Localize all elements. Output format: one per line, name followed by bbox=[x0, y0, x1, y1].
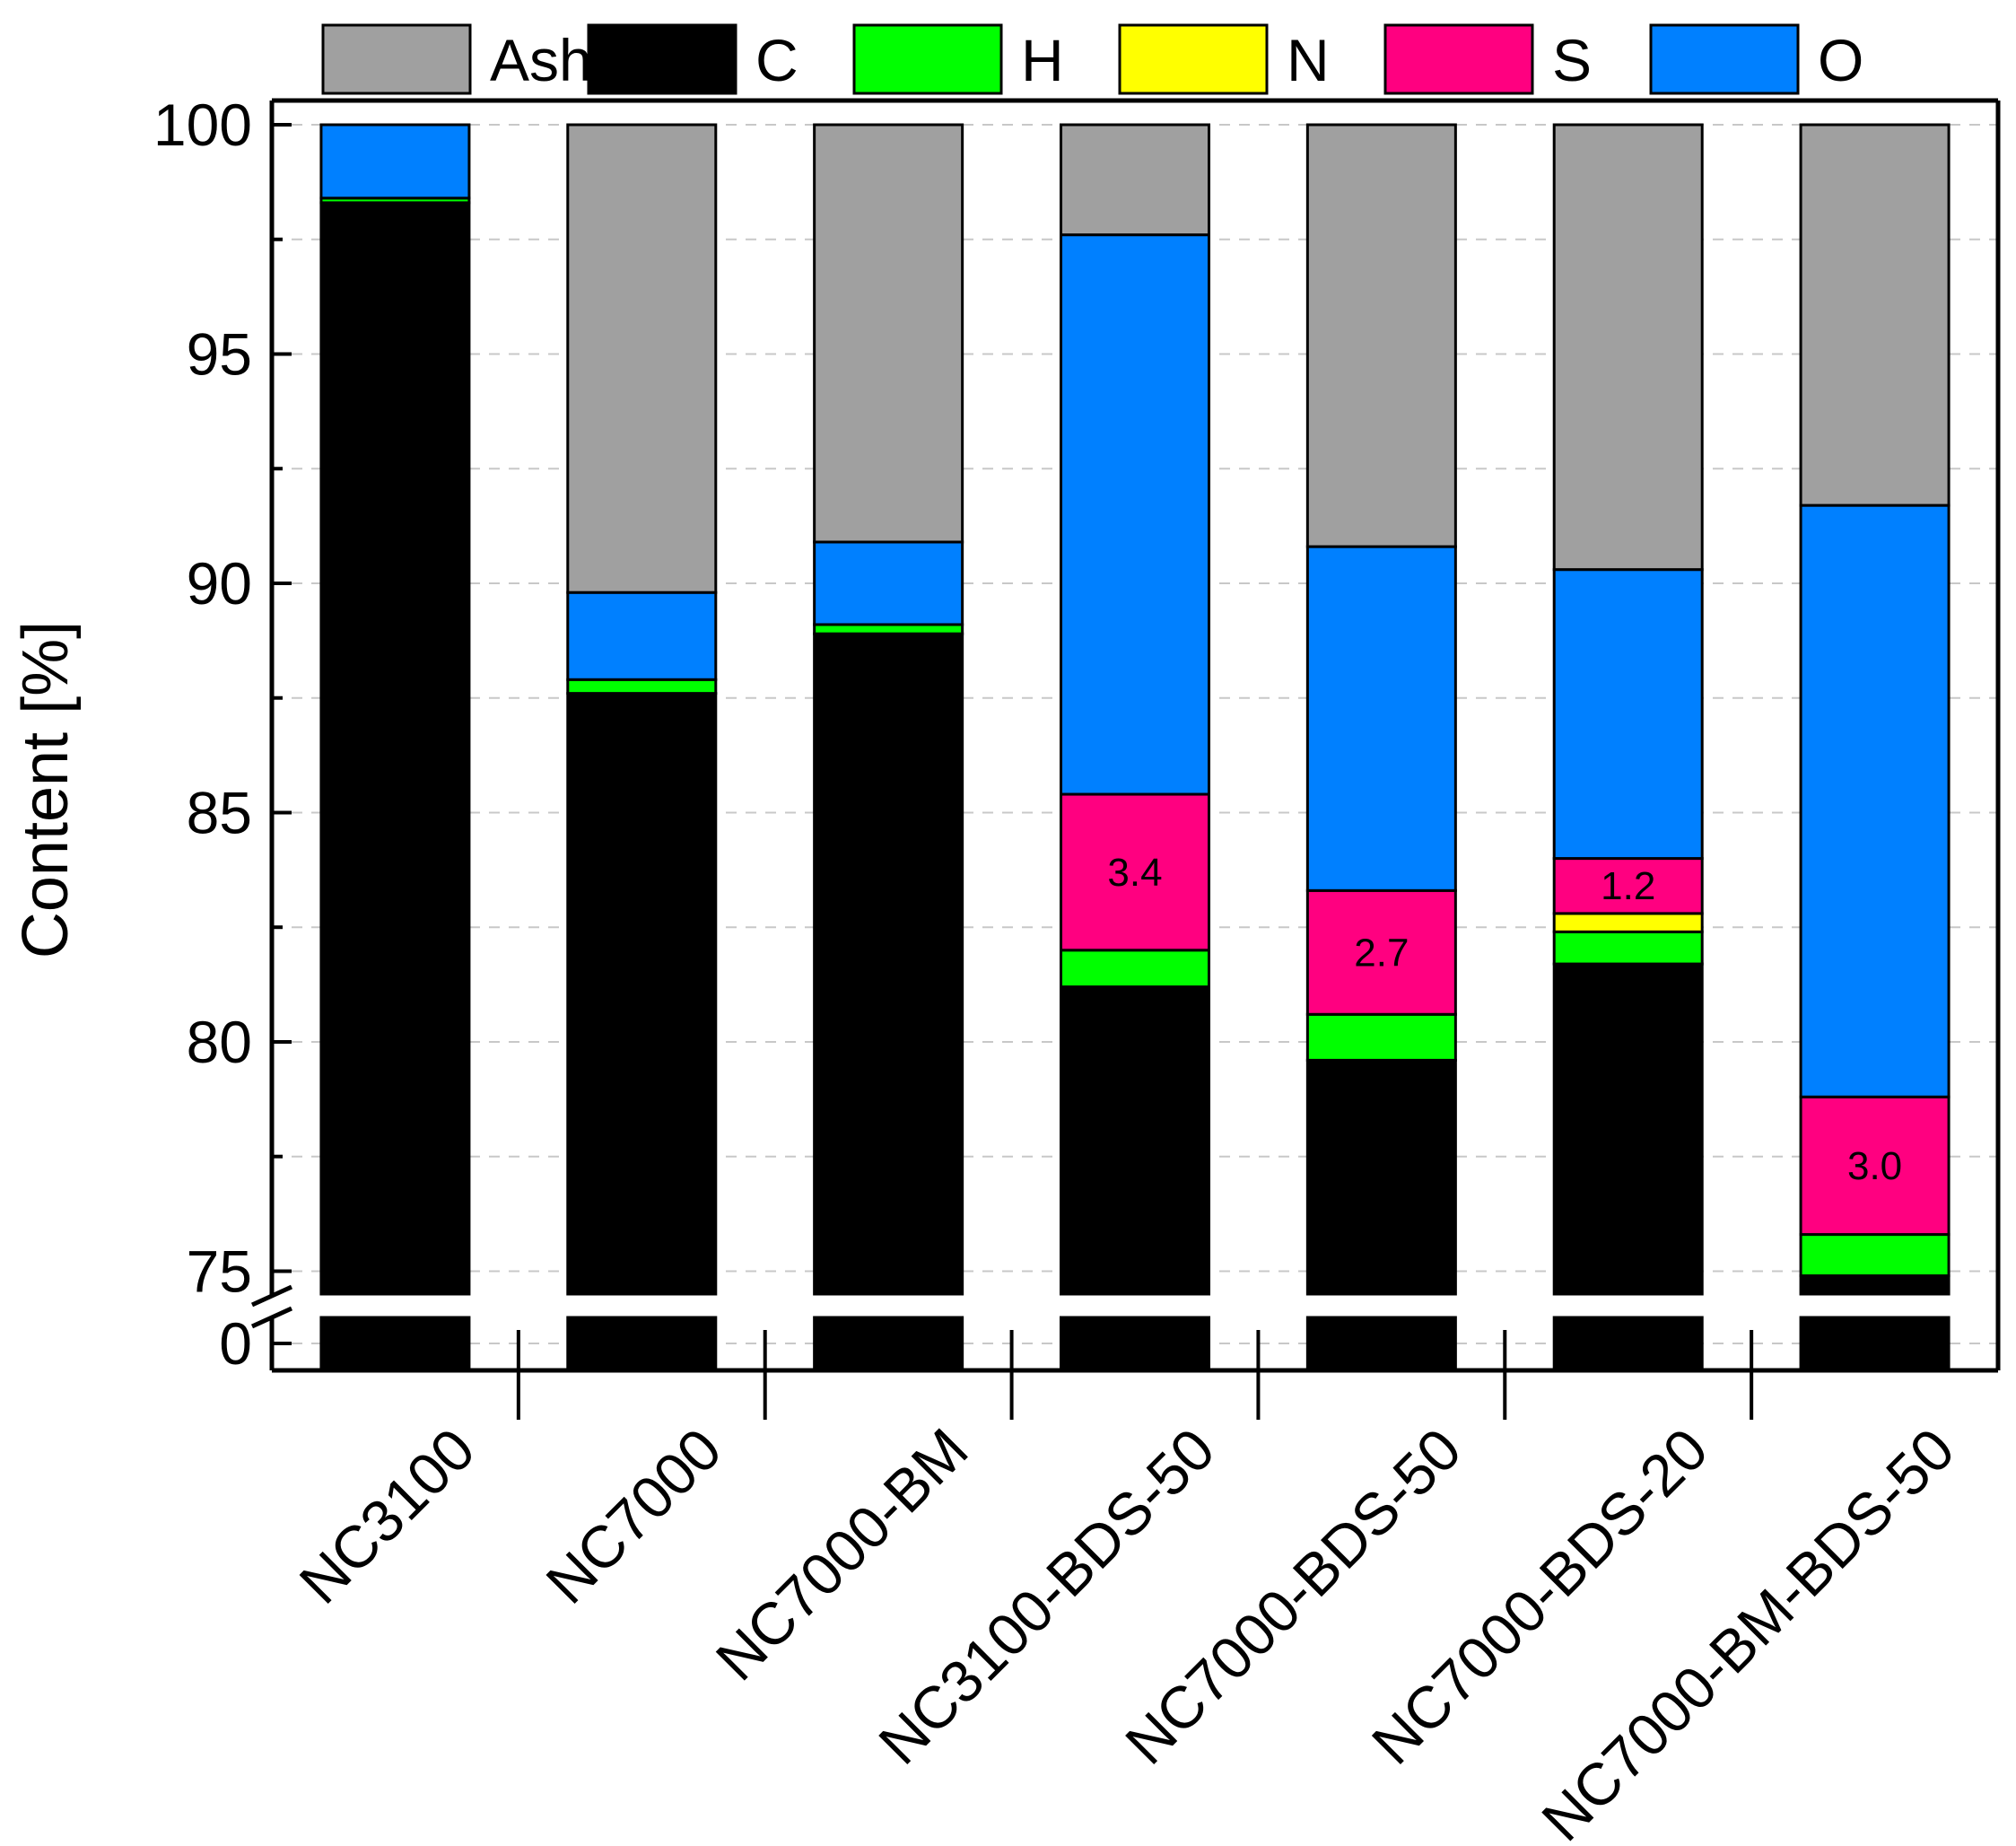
segment-c-nc7000-bds-20 bbox=[1552, 962, 1704, 1296]
segment-o-nc7000 bbox=[566, 591, 718, 681]
y-tick-label: 75 bbox=[187, 1238, 252, 1304]
y-axis: 75 80 85 90 95 100 0 bbox=[153, 92, 292, 1377]
segment-o-nc7000-bds-50 bbox=[1305, 545, 1457, 892]
legend-item-c: C bbox=[587, 23, 799, 95]
segment-s-nc3100-bds-50 bbox=[1060, 792, 1210, 952]
data-label-nc3100-bds-50: 3.4 bbox=[1107, 851, 1162, 895]
legend-label-n: N bbox=[1287, 27, 1330, 93]
segment-h-nc7000-bm bbox=[813, 623, 964, 635]
segment-c-nc7000 bbox=[566, 692, 718, 1296]
bar-nc7000-bds-20 bbox=[1552, 123, 1704, 1372]
data-labels: 3.4 2.7 1.2 3.0 bbox=[1107, 851, 1902, 1188]
segment-ash-nc3100-bds-50 bbox=[1060, 123, 1210, 237]
y-tick-label: 90 bbox=[187, 550, 252, 617]
legend-swatch-o bbox=[1649, 23, 1800, 95]
segment-o-nc7000-bm-bds-50 bbox=[1799, 503, 1951, 1098]
segment-o-nc3100-bds-50 bbox=[1060, 233, 1210, 796]
y-axis-label: Content [%] bbox=[10, 621, 82, 958]
y-tick-label: 85 bbox=[187, 779, 252, 845]
segment-c-lower-nc7000-bm-bds-50 bbox=[1799, 1316, 1951, 1372]
x-tick-label-nc7000-bm: NC7000-BM bbox=[703, 1415, 981, 1693]
segment-c-nc7000-bds-50 bbox=[1305, 1058, 1457, 1296]
axis-break-gap bbox=[254, 1299, 290, 1314]
segment-ash-nc7000-bds-20 bbox=[1552, 123, 1704, 572]
legend-swatch-s bbox=[1383, 23, 1534, 95]
segment-ash-nc7000-bm-bds-50 bbox=[1799, 123, 1951, 507]
y-tick-label: 80 bbox=[187, 1009, 252, 1075]
segment-ash-nc7000-bds-50 bbox=[1305, 123, 1457, 548]
segment-s-nc7000-bds-20 bbox=[1552, 857, 1704, 915]
legend-item-n: N bbox=[1118, 23, 1330, 95]
y-tick-label: 95 bbox=[187, 320, 252, 387]
segment-n-nc7000-bds-20 bbox=[1552, 912, 1704, 933]
segment-h-nc7000 bbox=[566, 678, 718, 696]
data-label-nc7000-bds-20: 1.2 bbox=[1601, 864, 1655, 908]
legend-item-ash: Ash bbox=[321, 23, 592, 95]
segment-c-lower-nc7000-bds-20 bbox=[1552, 1316, 1704, 1372]
axis-break-mark bbox=[250, 1306, 293, 1329]
bar-nc7000-bm-bds-50 bbox=[1799, 123, 1951, 1372]
bars bbox=[319, 123, 1951, 1372]
legend-label-o: O bbox=[1818, 27, 1863, 93]
segment-h-nc7000-bm-bds-50 bbox=[1799, 1233, 1951, 1278]
bar-nc7000 bbox=[566, 123, 718, 1372]
x-tick-label-nc3100: NC3100 bbox=[286, 1415, 487, 1616]
data-label-nc7000-bm-bds-50: 3.0 bbox=[1847, 1144, 1902, 1188]
legend-label-ash: Ash bbox=[490, 27, 592, 93]
segment-c-lower-nc3100-bds-50 bbox=[1060, 1316, 1210, 1372]
legend: Ash C H N S O bbox=[321, 23, 1863, 95]
legend-swatch-h bbox=[852, 23, 1003, 95]
segment-c-lower-nc7000 bbox=[566, 1316, 718, 1372]
segment-c-nc7000-bm bbox=[813, 632, 964, 1296]
legend-swatch-n bbox=[1118, 23, 1269, 95]
y-tick-label: 0 bbox=[219, 1310, 252, 1377]
segment-o-nc7000-bds-20 bbox=[1552, 568, 1704, 861]
legend-item-s: S bbox=[1383, 23, 1592, 95]
segment-c-nc7000-bm-bds-50 bbox=[1799, 1274, 1951, 1296]
segment-h-nc7000-bds-50 bbox=[1305, 1012, 1457, 1062]
segment-o-nc3100 bbox=[319, 123, 471, 200]
bar-nc7000-bds-50 bbox=[1305, 123, 1457, 1372]
segment-h-nc3100-bds-50 bbox=[1060, 949, 1210, 989]
bar-nc3100 bbox=[319, 123, 471, 1372]
x-axis: NC3100 NC7000NC7000-BMNC3100-BDS-50NC7000… bbox=[286, 1330, 1967, 1846]
data-label-nc7000-bds-50: 2.7 bbox=[1354, 931, 1409, 975]
bar-nc7000-bm bbox=[813, 123, 964, 1372]
segment-c-nc3100-bds-50 bbox=[1060, 985, 1210, 1296]
legend-swatch-ash bbox=[321, 23, 472, 95]
segment-s-nc7000-bm-bds-50 bbox=[1799, 1095, 1951, 1237]
legend-swatch-c bbox=[587, 23, 737, 95]
segment-c-lower-nc3100 bbox=[319, 1316, 471, 1372]
legend-item-o: O bbox=[1649, 23, 1863, 95]
x-tick-label-nc7000-bm-bds-50: NC7000-BM-BDS-50 bbox=[1529, 1415, 1967, 1846]
legend-label-c: C bbox=[755, 27, 799, 93]
bar-nc3100-bds-50 bbox=[1060, 123, 1210, 1372]
segment-s-nc7000-bds-50 bbox=[1305, 888, 1457, 1016]
segment-h-nc7000-bds-20 bbox=[1552, 930, 1704, 966]
axis-break-mark bbox=[250, 1284, 293, 1308]
legend-label-s: S bbox=[1552, 27, 1592, 93]
segment-c-lower-nc7000-bds-50 bbox=[1305, 1316, 1457, 1372]
legend-label-h: H bbox=[1021, 27, 1064, 93]
x-tick-label-nc7000: NC7000 bbox=[533, 1415, 734, 1616]
segment-c-lower-nc7000-bm bbox=[813, 1316, 964, 1372]
segment-o-nc7000-bm bbox=[813, 540, 964, 626]
y-tick-label: 100 bbox=[153, 92, 252, 158]
legend-item-h: H bbox=[852, 23, 1064, 95]
segment-ash-nc7000 bbox=[566, 123, 718, 594]
segment-ash-nc7000-bm bbox=[813, 123, 964, 544]
segment-c-nc3100 bbox=[319, 201, 471, 1296]
